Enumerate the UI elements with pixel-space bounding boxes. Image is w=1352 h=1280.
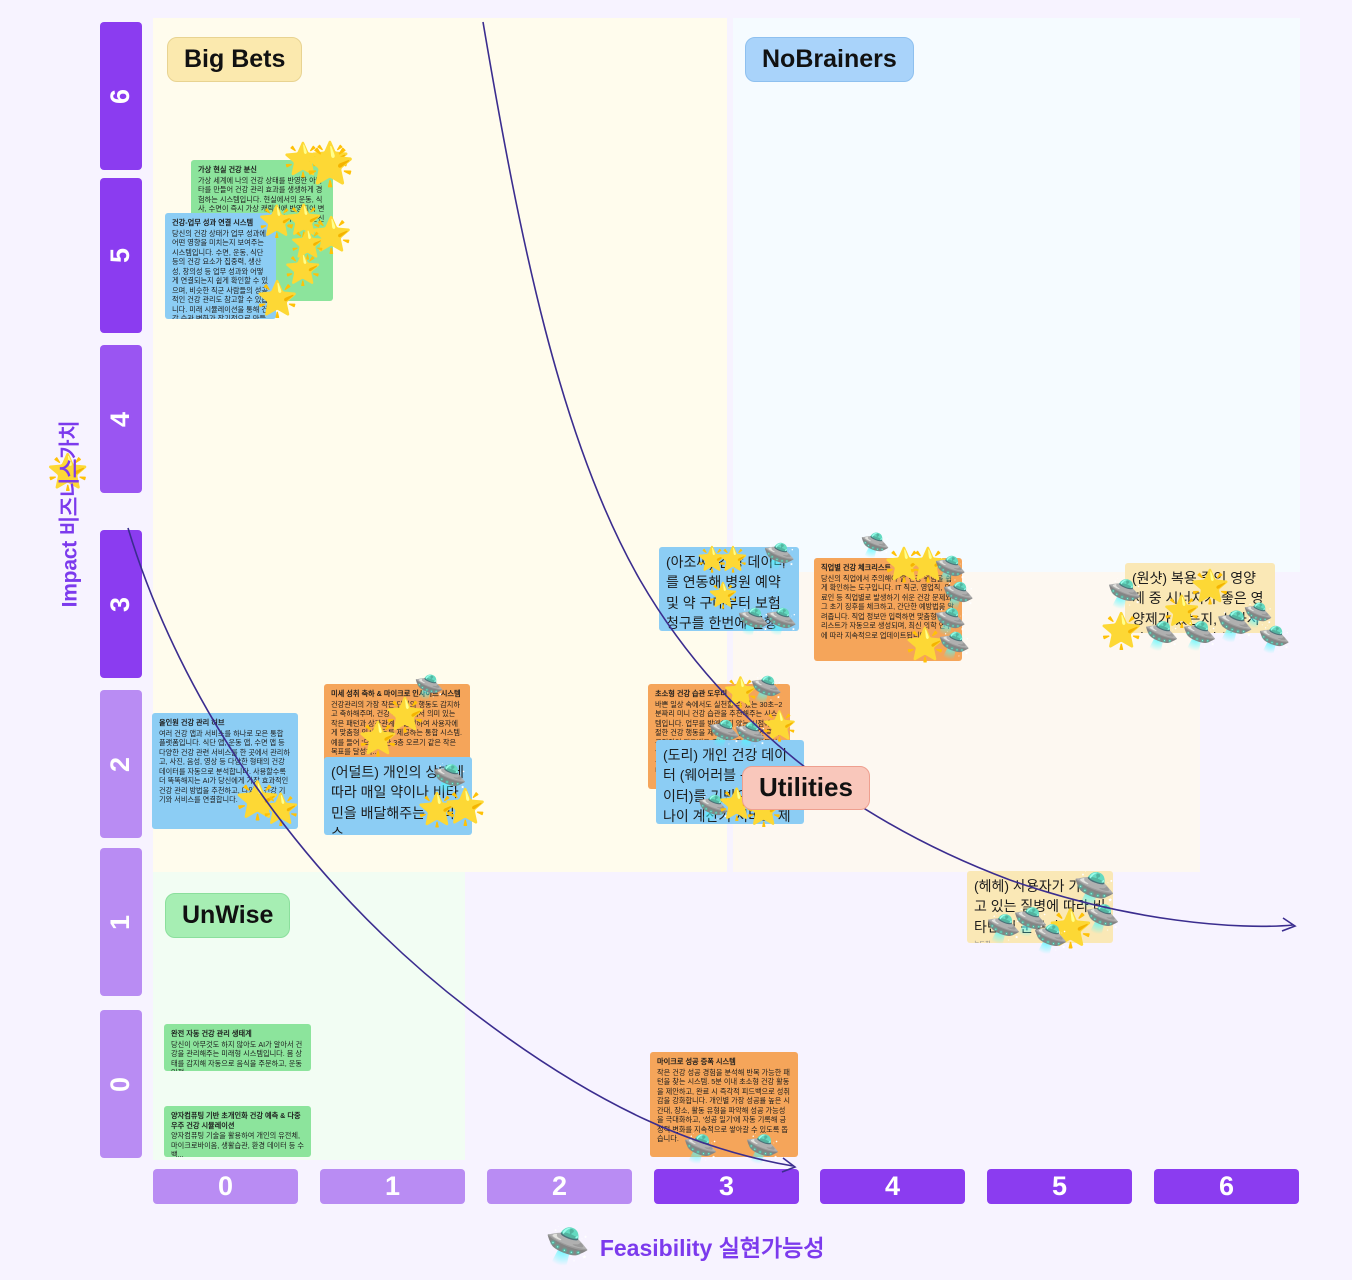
ufo-icon[interactable]: 🛸 [938, 630, 971, 660]
card-title: 건강-업무 성과 연결 시스템 [172, 218, 254, 227]
ufo-icon[interactable]: 🛸 [745, 1133, 780, 1164]
star-icon[interactable]: 🌟 [285, 204, 323, 237]
card-title: 가상 현실 건강 분신 [198, 165, 257, 174]
star-icon[interactable]: 🌟 [290, 228, 325, 259]
y-tick-5: 5 [100, 178, 142, 333]
star-icon[interactable]: 🌟 [358, 720, 398, 756]
y-tick-6: 6 [100, 22, 142, 170]
y-axis-title-text: Impact 비즈니스가치 [58, 420, 81, 608]
ufo-icon[interactable]: 🛸 [1258, 624, 1291, 654]
idea-card[interactable]: 건강-업무 성과 연결 시스템 당신의 건강 상태가 업무 성과에 어떤 영향을… [165, 213, 276, 319]
quadrant-label-nobrainers: NoBrainers [745, 37, 914, 82]
star-icon[interactable]: 🌟 [284, 253, 322, 286]
star-icon[interactable]: 🌟 [444, 788, 487, 826]
y-tick-2: 2 [100, 690, 142, 838]
x-tick-0: 0 [153, 1169, 298, 1204]
idea-card[interactable]: 양자컴퓨팅 기반 초개인화 건강 예측 & 다중우주 건강 시뮬레이션 양자컴퓨… [164, 1106, 311, 1157]
card-title: 양자컴퓨팅 기반 초개인화 건강 예측 & 다중우주 건강 시뮬레이션 [171, 1111, 301, 1130]
star-icon: 🌟 [46, 453, 90, 491]
y-axis-title: 🌟 Impact 비즈니스가치 [28, 421, 108, 608]
star-icon[interactable]: 🌟 [310, 140, 350, 176]
x-tick-2: 2 [487, 1169, 632, 1204]
x-tick-3: 3 [654, 1169, 799, 1204]
y-tick-5-label: 5 [105, 247, 136, 264]
ufo-icon[interactable]: 🛸 [1033, 923, 1068, 954]
quadrant-label-big-bets: Big Bets [167, 37, 303, 82]
y-tick-1-label: 1 [105, 914, 136, 930]
card-title: 올인원 건강 관리 허브 [159, 718, 225, 727]
star-icon[interactable]: 🌟 [762, 710, 797, 741]
card-title: 완전 자동 건강 관리 생태계 [171, 1029, 252, 1038]
y-tick-3-label: 3 [105, 596, 136, 612]
ufo-icon[interactable]: 🛸 [934, 554, 967, 584]
card-body: 양자컴퓨팅 기술을 활용하여 개인의 유전체, 마이크로바이옴, 생활습관, 환… [171, 1131, 305, 1157]
ufo-icon[interactable]: 🛸 [986, 913, 1021, 944]
ufo-icon[interactable]: 🛸 [683, 1133, 718, 1164]
ufo-icon[interactable]: 🛸 [1073, 871, 1116, 909]
x-axis-title-text: Feasibility 실현가능성 [599, 1235, 825, 1261]
y-tick-0-label: 0 [105, 1076, 136, 1092]
ufo-icon[interactable]: 🛸 [1144, 620, 1179, 651]
ufo-icon[interactable]: 🛸 [765, 606, 798, 636]
ufo-icon[interactable]: 🛸 [942, 580, 975, 610]
star-icon[interactable]: 🌟 [256, 280, 299, 318]
y-tick-1: 1 [100, 848, 142, 996]
quadrant-label-utilities: Utilities [742, 766, 870, 810]
star-icon[interactable]: 🌟 [310, 216, 353, 254]
y-tick-6-label: 6 [105, 88, 136, 104]
star-icon[interactable]: 🌟 [718, 546, 748, 573]
card-body: 당신이 아무것도 하지 않아도 AI가 알아서 건강을 관리해주는 미래형 시스… [171, 1039, 303, 1072]
star-icon[interactable]: 🌟 [1100, 612, 1143, 650]
y-tick-4-label: 4 [105, 411, 136, 427]
ufo-icon[interactable]: 🛸 [1107, 578, 1142, 609]
star-icon[interactable]: 🌟 [305, 143, 355, 187]
x-tick-1: 1 [320, 1169, 465, 1204]
ufo-icon[interactable]: 🛸 [1182, 620, 1217, 651]
quadrant-label-unwise: UnWise [165, 893, 291, 938]
star-icon[interactable]: 🌟 [258, 205, 296, 238]
card-author: 능도치 [974, 941, 1106, 943]
ufo-icon[interactable]: 🛸 [750, 674, 783, 704]
y-tick-4: 4 [100, 345, 142, 493]
y-tick-0: 0 [100, 1010, 142, 1158]
idea-card[interactable]: 완전 자동 건강 관리 생태계 당신이 아무것도 하지 않아도 AI가 알아서 … [164, 1024, 311, 1071]
y-tick-2-label: 2 [105, 756, 136, 772]
card-title: 마이크로 성공 증폭 시스템 [657, 1057, 736, 1066]
x-axis-title: 🛸 Feasibility 실현가능성 [545, 1228, 825, 1264]
ufo-icon: 🛸 [545, 1225, 590, 1266]
x-tick-6: 6 [1154, 1169, 1299, 1204]
card-body: 당신의 건강 상태가 업무 성과에 어떤 영향을 미치는지 보여주는 시스템입니… [172, 228, 268, 320]
x-tick-4: 4 [820, 1169, 965, 1204]
star-icon[interactable]: 🌟 [708, 582, 738, 609]
star-icon[interactable]: 🌟 [262, 793, 300, 826]
ufo-icon[interactable]: 🛸 [763, 541, 796, 571]
star-icon[interactable]: 🌟 [283, 141, 323, 177]
quadrant-nobrainers [733, 18, 1300, 572]
y-tick-3: 3 [100, 530, 142, 678]
x-tick-5: 5 [987, 1169, 1132, 1204]
